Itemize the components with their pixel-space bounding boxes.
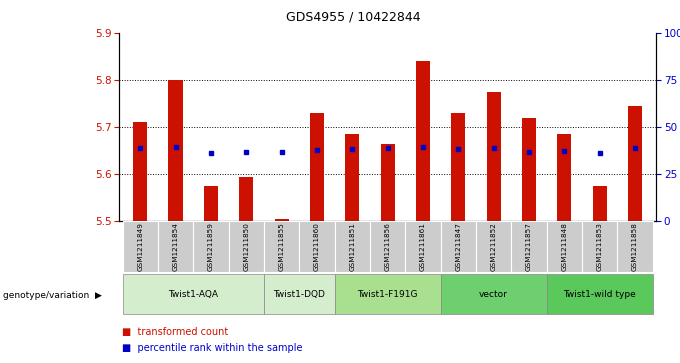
Bar [310, 113, 324, 221]
Bar [335, 274, 441, 314]
Bar [264, 274, 335, 314]
Bar [122, 221, 158, 272]
Bar [547, 221, 582, 272]
Bar [345, 134, 359, 221]
Bar [416, 61, 430, 221]
Bar [522, 118, 536, 221]
Bar [264, 221, 299, 272]
Text: GSM1211848: GSM1211848 [561, 223, 567, 271]
Text: ■  transformed count: ■ transformed count [122, 327, 228, 337]
Text: ■  percentile rank within the sample: ■ percentile rank within the sample [122, 343, 303, 353]
Text: Twist1-F191G: Twist1-F191G [358, 290, 418, 298]
Bar [204, 186, 218, 221]
Text: GSM1211849: GSM1211849 [137, 223, 143, 271]
Text: GSM1211861: GSM1211861 [420, 223, 426, 271]
Text: GSM1211851: GSM1211851 [350, 223, 355, 271]
Bar [133, 122, 148, 221]
Bar [476, 221, 511, 272]
Text: Twist1-wild type: Twist1-wild type [563, 290, 636, 298]
Bar [381, 143, 394, 221]
Bar [441, 221, 476, 272]
Bar [617, 221, 653, 272]
Bar [275, 219, 288, 221]
Bar [592, 186, 607, 221]
Text: Twist1-AQA: Twist1-AQA [168, 290, 218, 298]
Text: GSM1211854: GSM1211854 [173, 223, 179, 271]
Bar [452, 113, 465, 221]
Text: vector: vector [479, 290, 508, 298]
Bar [547, 274, 653, 314]
Text: GSM1211859: GSM1211859 [208, 223, 214, 271]
Bar [405, 221, 441, 272]
Bar [122, 274, 264, 314]
Bar [239, 176, 253, 221]
Bar [299, 221, 335, 272]
Bar [228, 221, 264, 272]
Text: GSM1211847: GSM1211847 [456, 223, 461, 271]
Text: GSM1211853: GSM1211853 [596, 223, 602, 271]
Bar [441, 274, 547, 314]
Text: GSM1211856: GSM1211856 [385, 223, 390, 271]
Text: Twist1-DQD: Twist1-DQD [273, 290, 325, 298]
Text: GSM1211860: GSM1211860 [314, 223, 320, 271]
Bar [511, 221, 547, 272]
Bar [335, 221, 370, 272]
Bar [628, 106, 642, 221]
Text: GSM1211858: GSM1211858 [632, 223, 638, 271]
Text: GSM1211852: GSM1211852 [491, 223, 496, 271]
Text: GDS4955 / 10422844: GDS4955 / 10422844 [286, 11, 421, 24]
Text: GSM1211850: GSM1211850 [243, 223, 250, 271]
Text: genotype/variation  ▶: genotype/variation ▶ [3, 291, 102, 300]
Bar [193, 221, 228, 272]
Text: GSM1211857: GSM1211857 [526, 223, 532, 271]
Bar [370, 221, 405, 272]
Bar [487, 91, 500, 221]
Bar [557, 134, 571, 221]
Bar [169, 80, 183, 221]
Bar [158, 221, 193, 272]
Bar [582, 221, 617, 272]
Text: GSM1211855: GSM1211855 [279, 223, 284, 271]
